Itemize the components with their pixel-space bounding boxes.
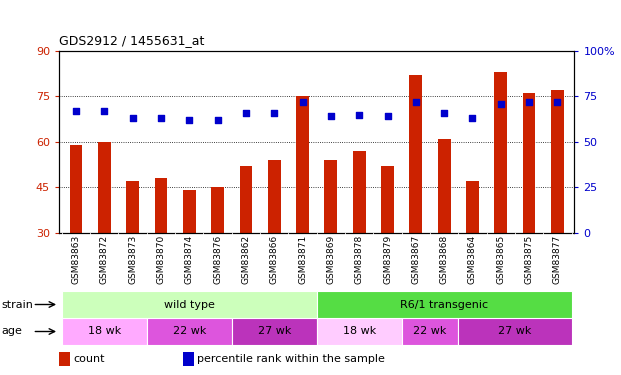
Bar <box>211 188 224 233</box>
Text: GSM83867: GSM83867 <box>411 235 420 284</box>
Bar <box>458 318 571 345</box>
Point <box>439 110 449 116</box>
Text: GSM83863: GSM83863 <box>71 235 81 284</box>
Text: 27 wk: 27 wk <box>258 327 291 336</box>
Text: 22 wk: 22 wk <box>414 327 446 336</box>
Text: wild type: wild type <box>164 300 215 309</box>
Text: GSM83874: GSM83874 <box>185 235 194 284</box>
Text: GSM83879: GSM83879 <box>383 235 392 284</box>
Text: GSM83862: GSM83862 <box>242 235 250 284</box>
Bar <box>183 352 194 366</box>
Bar <box>59 352 70 366</box>
Text: GSM83865: GSM83865 <box>496 235 505 284</box>
Bar <box>494 72 507 233</box>
Bar <box>126 182 139 233</box>
Text: 27 wk: 27 wk <box>498 327 532 336</box>
Point <box>524 99 534 105</box>
Bar <box>523 93 535 233</box>
Point <box>354 112 364 118</box>
Text: percentile rank within the sample: percentile rank within the sample <box>197 354 385 364</box>
Text: strain: strain <box>1 300 33 309</box>
Text: GSM83868: GSM83868 <box>440 235 448 284</box>
Text: R6/1 transgenic: R6/1 transgenic <box>400 300 488 309</box>
Text: 18 wk: 18 wk <box>343 327 376 336</box>
Point <box>71 108 81 114</box>
Point <box>212 117 222 123</box>
Bar <box>317 318 402 345</box>
Point <box>270 110 279 116</box>
Point <box>156 115 166 121</box>
Text: GSM83871: GSM83871 <box>298 235 307 284</box>
Point <box>326 114 336 120</box>
Bar <box>296 96 309 233</box>
Text: count: count <box>74 354 105 364</box>
Text: GSM83875: GSM83875 <box>525 235 533 284</box>
Text: GSM83870: GSM83870 <box>156 235 165 284</box>
Bar <box>62 291 317 318</box>
Bar <box>240 166 252 233</box>
Text: GSM83878: GSM83878 <box>355 235 364 284</box>
Bar <box>62 318 147 345</box>
Text: GSM83866: GSM83866 <box>270 235 279 284</box>
Text: GSM83864: GSM83864 <box>468 235 477 284</box>
Bar <box>551 90 564 233</box>
Bar <box>381 166 394 233</box>
Bar <box>353 151 366 233</box>
Bar <box>70 145 83 233</box>
Text: GSM83872: GSM83872 <box>100 235 109 284</box>
Text: age: age <box>1 327 22 336</box>
Text: GSM83869: GSM83869 <box>327 235 335 284</box>
Point <box>553 99 563 105</box>
Point <box>468 115 478 121</box>
Bar <box>317 291 571 318</box>
Bar <box>147 318 232 345</box>
Text: GSM83876: GSM83876 <box>213 235 222 284</box>
Point <box>496 101 505 107</box>
Text: 18 wk: 18 wk <box>88 327 121 336</box>
Bar <box>466 182 479 233</box>
Point <box>411 99 421 105</box>
Bar <box>438 139 450 233</box>
Point <box>241 110 251 116</box>
Text: GSM83877: GSM83877 <box>553 235 562 284</box>
Point <box>383 114 392 120</box>
Point <box>99 108 109 114</box>
Bar <box>98 142 111 233</box>
Bar <box>325 160 337 233</box>
Point <box>297 99 307 105</box>
Bar <box>402 318 458 345</box>
Text: GDS2912 / 1455631_at: GDS2912 / 1455631_at <box>59 34 204 47</box>
Bar <box>183 190 196 233</box>
Bar <box>232 318 317 345</box>
Bar <box>155 178 167 233</box>
Bar <box>268 160 281 233</box>
Bar <box>409 75 422 233</box>
Point <box>128 115 138 121</box>
Point <box>184 117 194 123</box>
Text: GSM83873: GSM83873 <box>128 235 137 284</box>
Text: 22 wk: 22 wk <box>173 327 206 336</box>
